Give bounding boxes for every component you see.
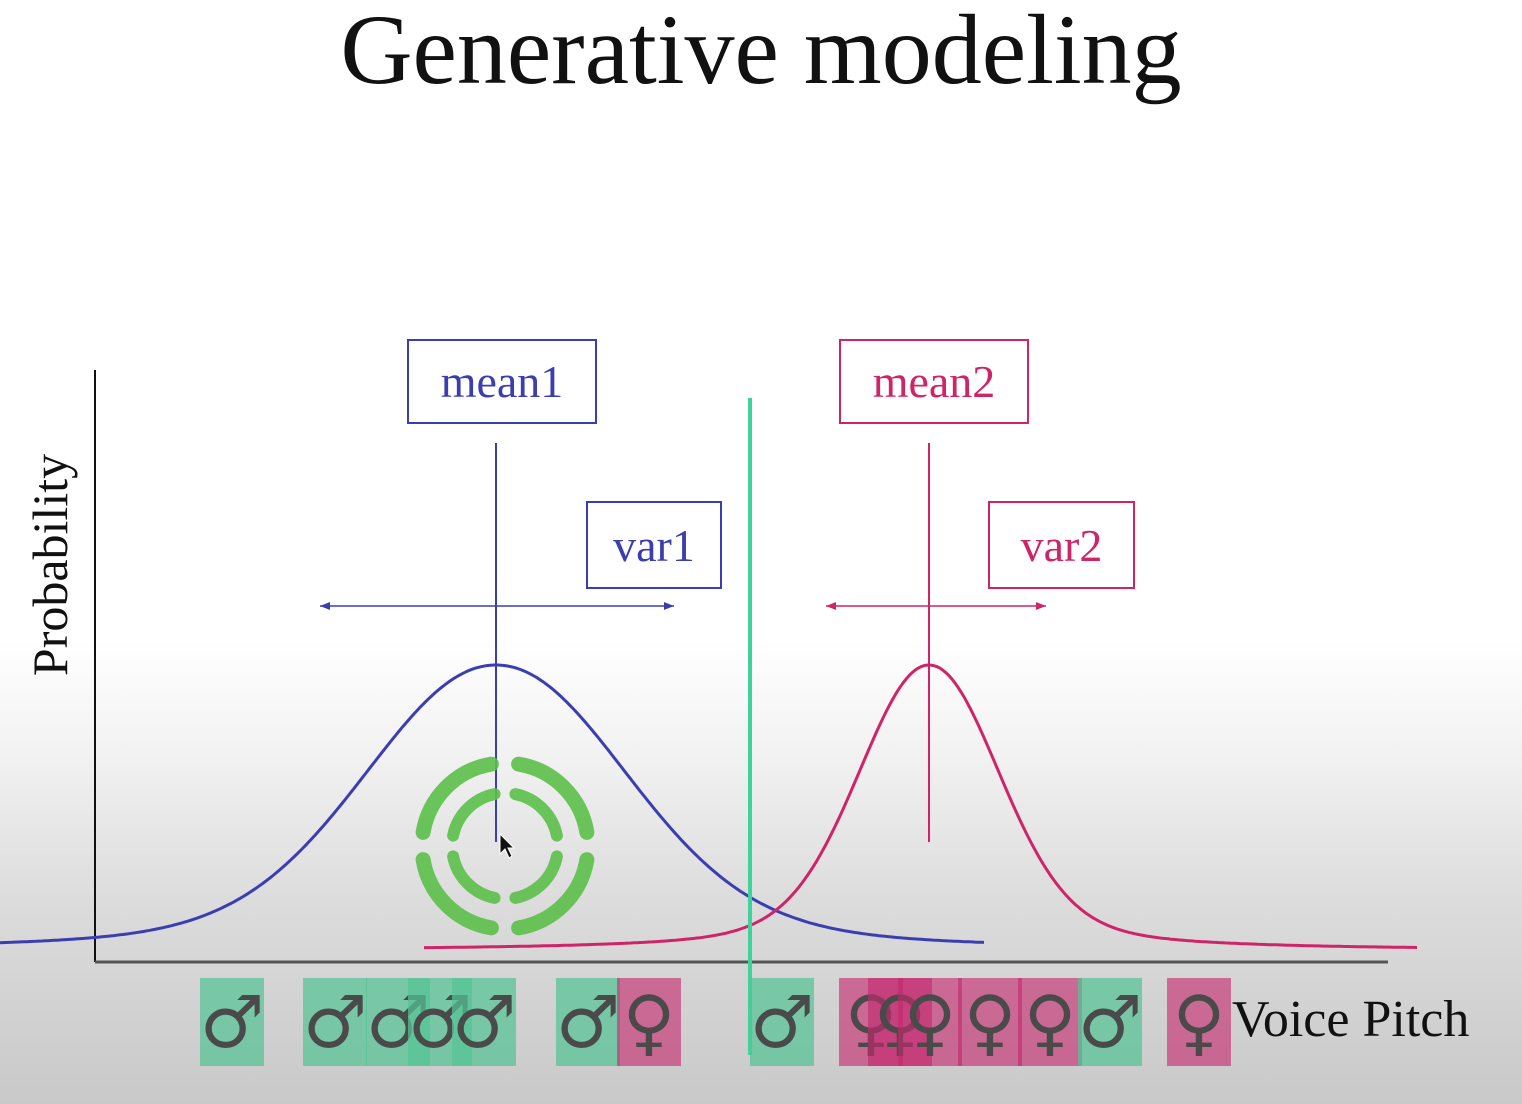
male-sample-icon: ♂ xyxy=(1077,978,1143,1066)
class1-gaussian-curve xyxy=(0,663,985,945)
male-sample-icon: ♂ xyxy=(302,978,368,1066)
mouse-pointer-icon xyxy=(499,832,516,859)
var1-label: var1 xyxy=(613,519,695,571)
mean2-label: mean2 xyxy=(872,356,996,407)
class2-gaussian-curve xyxy=(424,663,1418,950)
y-axis-label: Probability xyxy=(22,453,78,677)
var2-range-arrow xyxy=(826,602,1046,610)
loading-spinner-icon xyxy=(415,756,595,936)
male-sample-icon: ♂ xyxy=(199,978,265,1066)
male-sample-icon: ♂ xyxy=(749,978,815,1066)
female-sample-icon: ♀ xyxy=(1018,978,1082,1066)
female-sample-icon: ♀ xyxy=(898,978,962,1066)
var1-label-box: var1 xyxy=(586,501,722,589)
mean2-label-box: mean2 xyxy=(839,339,1029,424)
mean1-label: mean1 xyxy=(440,356,564,407)
female-sample-icon: ♀ xyxy=(958,978,1022,1066)
var2-label-box: var2 xyxy=(988,501,1135,589)
female-sample-icon: ♀ xyxy=(1167,978,1231,1066)
x-axis-label: Voice Pitch xyxy=(1232,991,1470,1048)
slide-title: Generative modeling xyxy=(340,0,1182,105)
var1-range-arrow xyxy=(320,602,674,610)
male-sample-icon: ♂ xyxy=(451,978,517,1066)
male-sample-icon: ♂ xyxy=(555,978,621,1066)
var2-label: var2 xyxy=(1020,519,1103,571)
female-sample-icon: ♀ xyxy=(617,978,681,1066)
mean1-label-box: mean1 xyxy=(407,339,597,424)
